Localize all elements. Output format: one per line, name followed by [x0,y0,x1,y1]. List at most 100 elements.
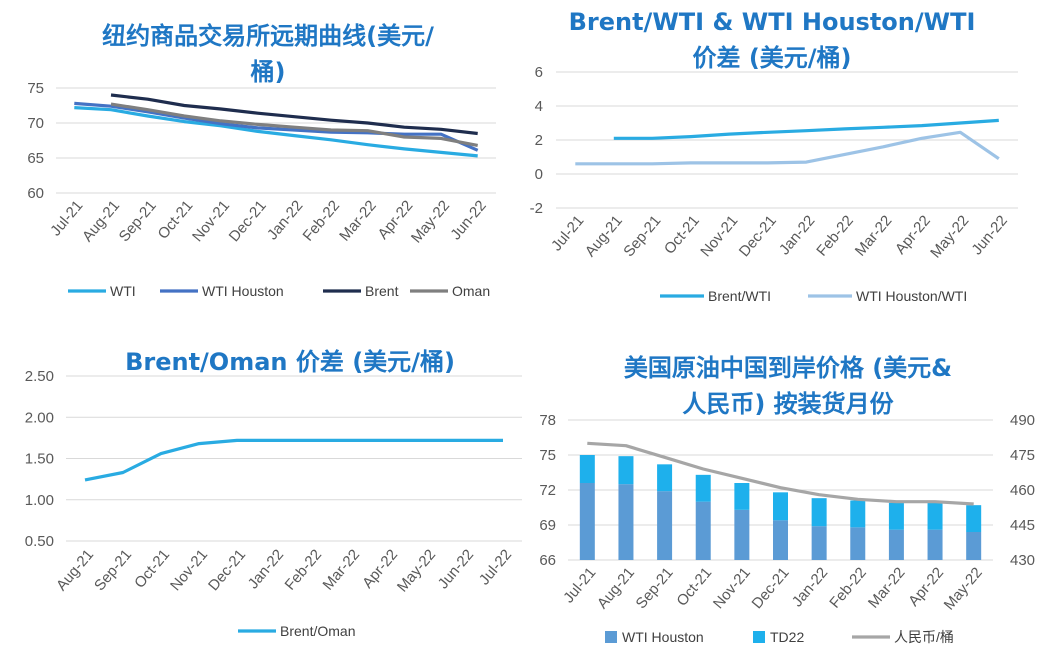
c4-bar-wti-houston [773,520,788,560]
c1-series-line-0 [74,106,478,158]
c3-legend-label-0: Brent/Oman [280,623,355,639]
c1-y-tick-label: 70 [27,115,44,132]
c4-y-right-tick-label: 490 [1010,412,1035,429]
c4-x-tick-label: Aug-21 [594,564,638,612]
c4-y-left-tick-label: 66 [539,552,556,569]
c2-title-line-1: 价差 (美元/桶) [692,44,851,72]
c4-bar-wti-houston [966,532,982,560]
c2-x-tick-label: Feb-22 [813,212,857,259]
c4-bar-wti-houston [657,491,673,560]
c4-y-left-tick-label: 72 [539,482,556,499]
c1-legend-label-2: Brent [365,283,399,299]
c3-x-tick-label: Mar-22 [320,546,364,593]
c1-chart: 纽约商品交易所远期曲线(美元/桶)60657075Jul-21Aug-21Sep… [27,22,496,299]
c2-x-tick-label: Mar-22 [852,212,896,259]
c2-x-tick-label: Jan-22 [776,212,819,258]
c4-bar-wti-houston [927,529,943,560]
c4-bar-wti-houston [850,527,866,560]
c4-bar-wti-houston [734,509,750,560]
c2-x-tick-label: Dec-21 [736,212,780,260]
c4-bar-wti-houston [811,526,827,560]
c2-x-tick-label: Nov-21 [697,212,741,260]
c4-x-tick-label: Jan-22 [789,564,832,610]
c4-y-right-tick-label: 445 [1010,517,1035,534]
c4-bar-wti-houston [618,484,634,560]
c3-x-tick-label: May-22 [394,546,439,595]
c4-bar-td22 [888,502,904,530]
c4-bar-wti-houston [695,501,711,560]
c2-title-line-0: Brent/WTI & WTI Houston/WTI [569,8,976,36]
c4-y-left-tick-label: 78 [539,412,556,429]
c1-x-tick-label: Jan-22 [264,197,307,243]
c4-bar-td22 [618,456,634,485]
c4-bar-td22 [773,492,788,521]
c3-title-line-0: Brent/Oman 价差 (美元/桶) [125,348,455,376]
c1-title-line-0: 纽约商品交易所远期曲线(美元/ [102,22,434,50]
c4-x-tick-label: May-22 [941,564,986,613]
c4-bar-wti-houston [888,529,904,560]
c1-x-tick-label: Aug-21 [79,197,123,245]
c3-x-tick-label: Jan-22 [245,546,288,592]
c4-bar-td22 [927,502,943,530]
c2-legend-label-0: Brent/WTI [708,288,771,304]
c3-chart: Brent/Oman 价差 (美元/桶) 0.50 1.00 1.50 2.00 2.50… [25,348,522,639]
c1-legend-label-0: WTI [110,283,136,299]
c2-x-tick-label: Aug-21 [582,212,626,260]
c3-y-tick-label: 1.00 [25,492,54,509]
c1-y-tick-label: 60 [27,185,44,202]
c2-y-tick-label: 2 [535,132,543,149]
c4-y-left-tick-label: 69 [539,517,556,534]
c4-bar-td22 [811,498,827,527]
c3-y-tick-label: 2.50 [25,368,54,385]
c2-y-tick-label: 6 [535,64,543,81]
c3-x-tick-label: Dec-21 [205,546,249,594]
c4-y-left-tick-label: 75 [539,447,556,464]
c4-title-line-1: 人民币) 按装货月份 [682,390,894,418]
c2-legend-label-1: WTI Houston/WTI [856,288,967,304]
c1-legend-label-1: WTI Houston [202,283,284,299]
c1-x-tick-label: May-22 [408,197,453,246]
c4-legend-swatch-1 [753,631,765,643]
c3-x-tick-label: Nov-21 [167,546,211,594]
c1-series-line-2 [110,93,478,136]
c1-x-tick-label: Feb-22 [300,197,344,244]
c3-x-tick-label: Sep-21 [91,546,135,594]
c3-y-tick-label: 1.50 [25,451,54,468]
c2-chart: Brent/WTI & WTI Houston/WTI 价差 (美元/桶) -2 0 2… [530,8,1018,304]
c4-x-tick-label: Dec-21 [749,564,793,612]
c4-bar-wti-houston [579,483,595,560]
c2-x-tick-label: Oct-21 [661,212,703,257]
c1-series-line-1 [74,101,479,152]
c3-y-tick-label: 2.00 [25,409,54,426]
c4-legend-label-0: WTI Houston [622,629,704,645]
c4-bar-td22 [695,474,711,502]
c4-bar-td22 [579,455,595,483]
c3-x-tick-label: Jun-22 [435,546,478,592]
c2-x-tick-label: Sep-21 [620,212,664,260]
c2-x-tick-label: May-22 [927,212,972,261]
c1-series-line-3 [110,102,478,147]
c4-legend-label-2: 人民币/桶 [894,629,954,645]
c1-x-tick-label: Jun-22 [447,197,490,243]
c2-y-tick-label: 4 [535,98,543,115]
c4-x-tick-label: Nov-21 [710,564,754,612]
c4-chart: 美国原油中国到岸价格 (美元&人民币) 按装货月份 66 69 72 75 78 430 44… [539,354,1035,645]
c3-x-tick-label: Aug-21 [53,546,97,594]
c1-title-line-1: 桶) [251,58,286,86]
c4-legend-label-1: TD22 [770,629,804,645]
c4-title-line-0: 美国原油中国到岸价格 (美元& [624,354,952,382]
c4-y-right-tick-label: 430 [1010,552,1035,569]
c3-x-tick-label: Feb-22 [282,546,326,593]
c4-bar-td22 [966,505,982,532]
c4-series-line-rmb [587,441,974,506]
c2-series-line-0 [613,118,999,140]
c2-series-line-1 [575,130,1000,166]
c4-y-right-tick-label: 460 [1010,482,1035,499]
c4-bar-td22 [850,500,866,528]
c1-x-tick-label: Nov-21 [189,197,233,245]
c4-x-tick-label: Oct-21 [673,564,715,609]
c1-x-tick-label: Sep-21 [116,197,160,245]
c1-x-tick-label: Mar-22 [336,197,380,244]
c3-x-tick-label: Jul-22 [476,546,515,588]
